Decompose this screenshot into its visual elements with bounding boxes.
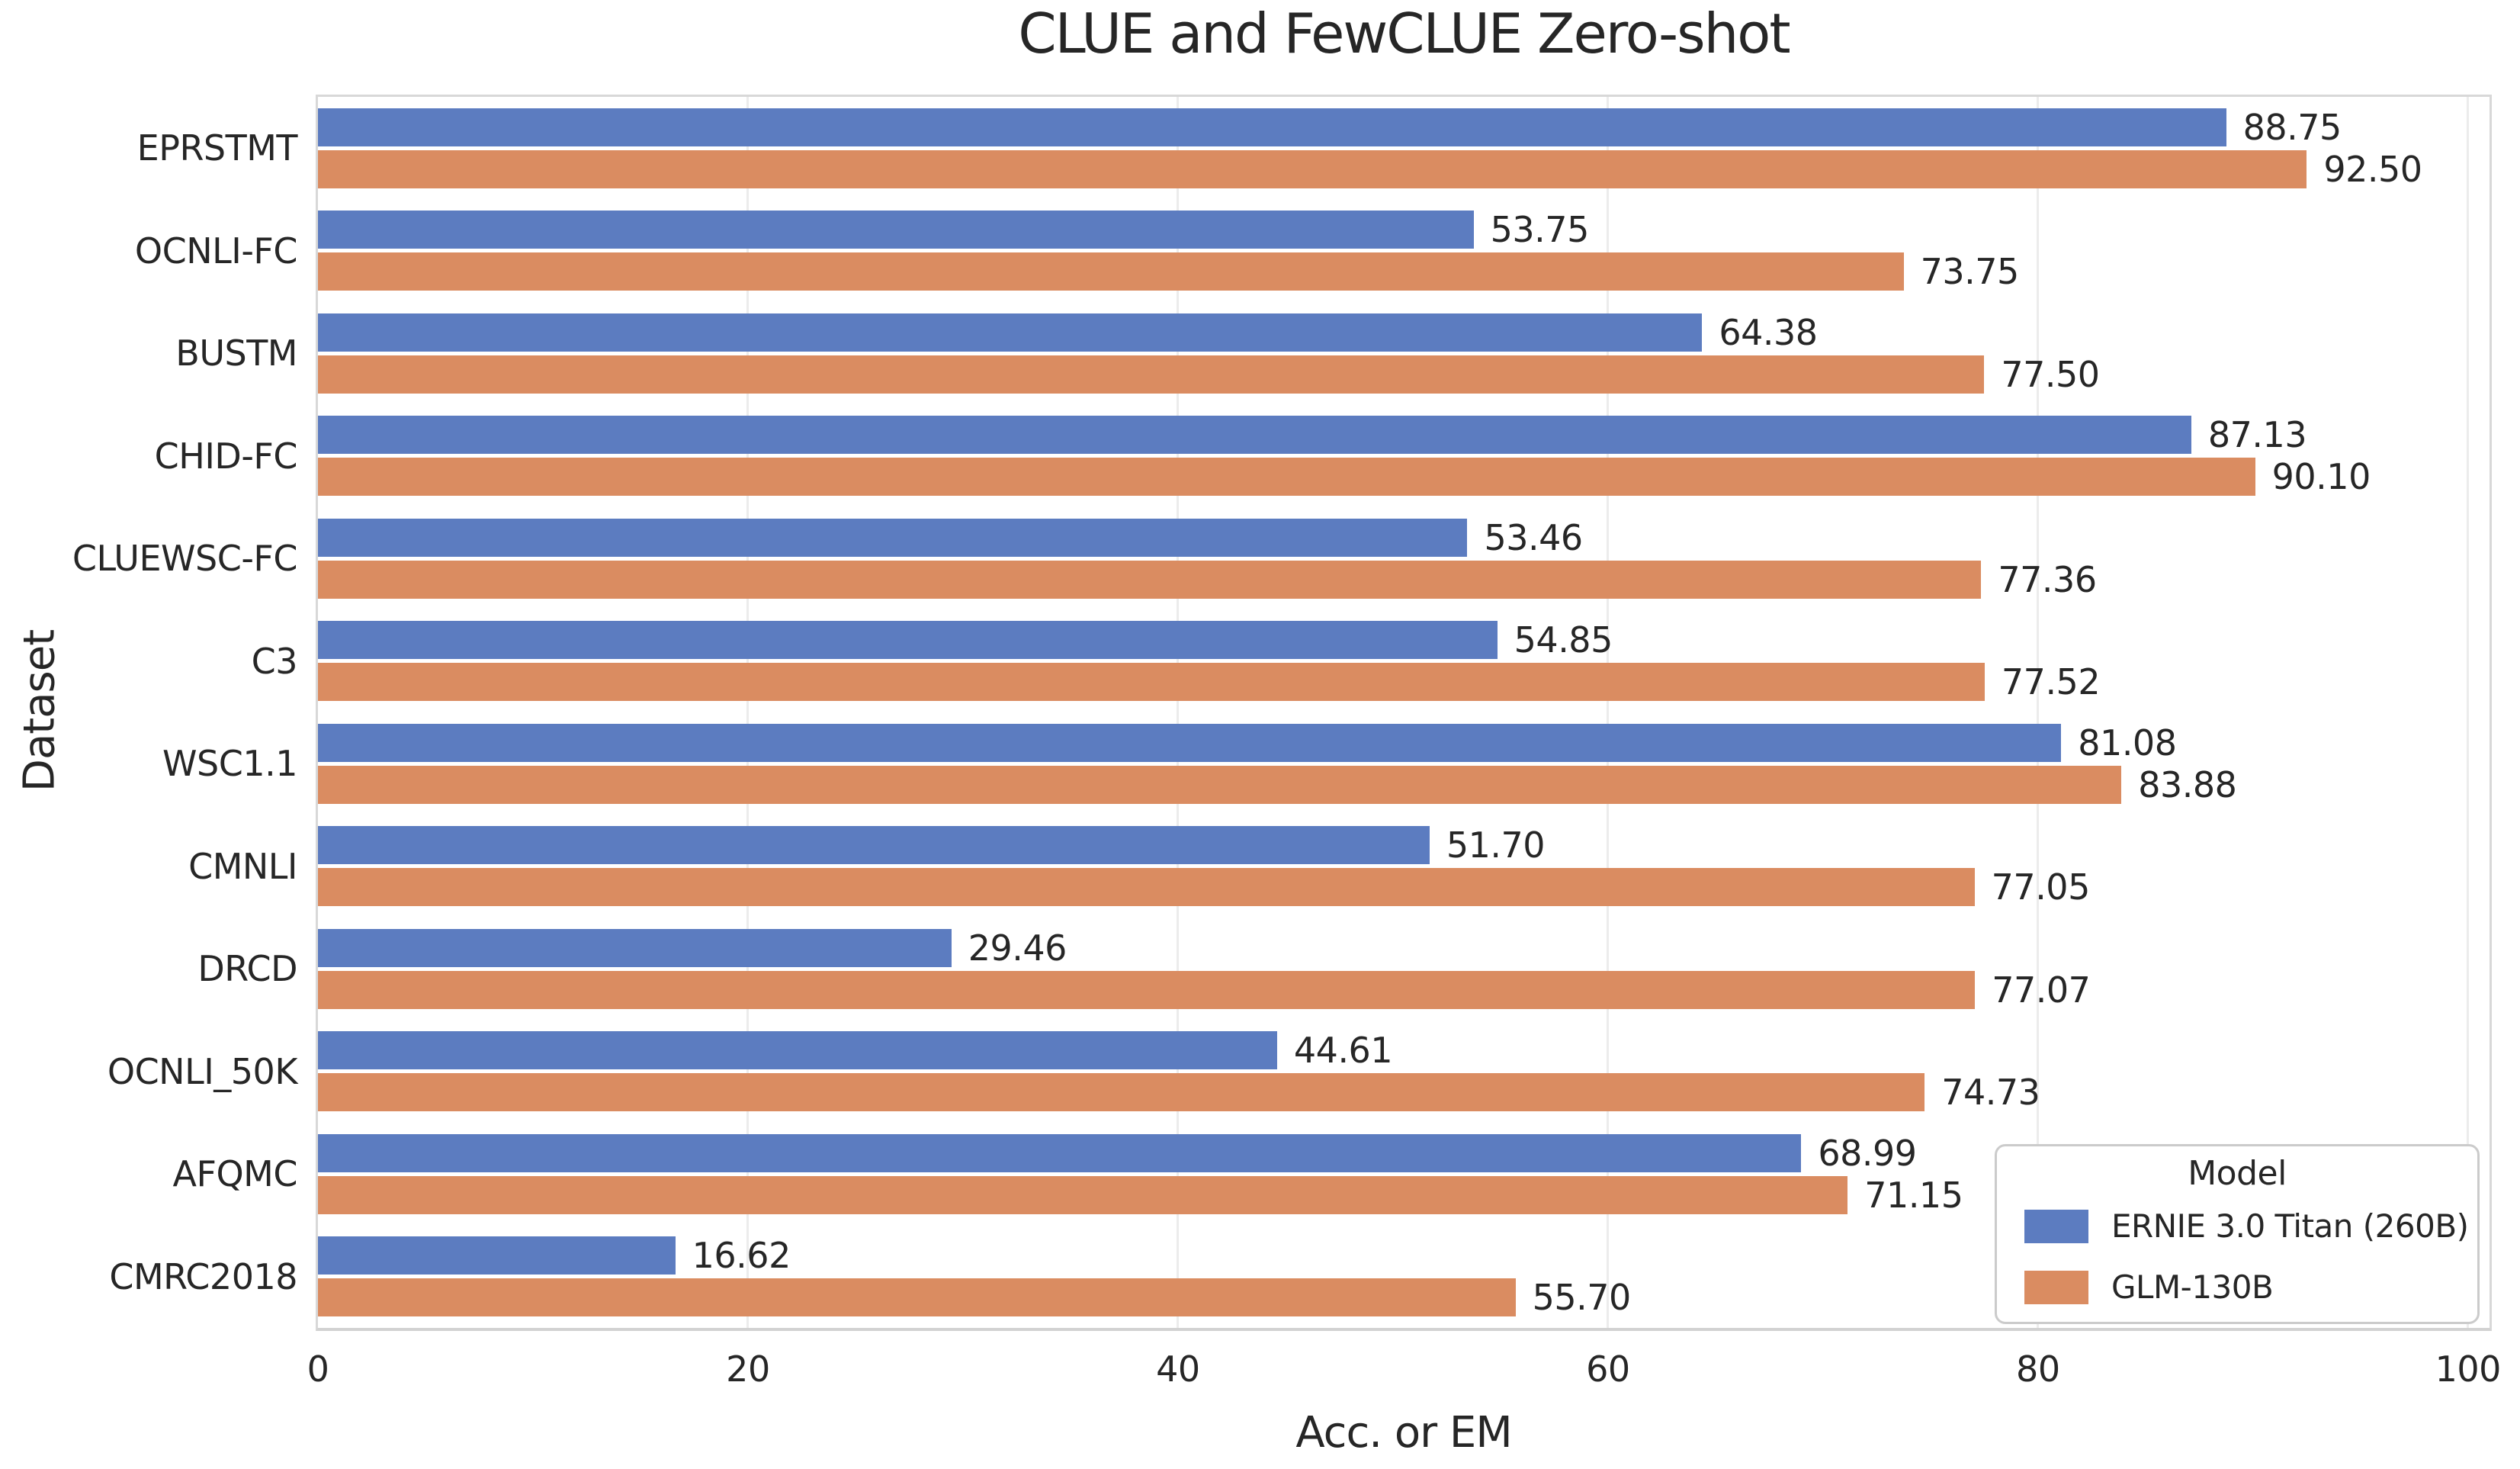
x-tick-label: 20: [726, 1348, 770, 1390]
bar: [318, 416, 2191, 455]
bar: [318, 868, 1975, 907]
legend-entry-label: GLM-130B: [2111, 1268, 2274, 1306]
x-tick-label: 0: [307, 1348, 329, 1390]
y-tick-label: CLUEWSC-FC: [72, 538, 298, 580]
legend-entry-label: ERNIE 3.0 Titan (260B): [2111, 1207, 2469, 1245]
bar: [318, 928, 952, 967]
bar-value-label: 77.50: [2001, 353, 2100, 395]
bar: [318, 313, 1703, 352]
y-tick-label: CHID-FC: [154, 435, 298, 477]
bar: [318, 1236, 676, 1275]
bar: [318, 723, 2062, 762]
bar-value-label: 53.46: [1484, 516, 1583, 558]
bar: [318, 149, 2307, 188]
y-tick-label: DRCD: [197, 948, 297, 990]
x-tick-label: 60: [1586, 1348, 1630, 1390]
bar: [318, 108, 2226, 146]
legend-swatch: [2024, 1209, 2088, 1243]
legend-entry: ERNIE 3.0 Titan (260B): [2024, 1207, 2469, 1245]
bar: [318, 1133, 1802, 1172]
bar: [318, 560, 1982, 599]
bar: [318, 518, 1468, 557]
y-tick-label: C3: [251, 640, 298, 682]
bar-value-label: 74.73: [1941, 1072, 2040, 1114]
bar-value-label: 77.05: [1991, 866, 2091, 908]
bar: [318, 1175, 1848, 1214]
bar: [318, 1073, 1925, 1112]
bar: [318, 211, 1474, 249]
bar: [318, 765, 2122, 804]
bar-value-label: 16.62: [692, 1235, 791, 1277]
gridline-x-60: [1607, 97, 1610, 1328]
bar-value-label: 54.85: [1514, 619, 1613, 661]
bar-value-label: 55.70: [1532, 1277, 1632, 1319]
y-tick-label: WSC1.1: [162, 743, 297, 785]
bar-value-label: 68.99: [1818, 1132, 1917, 1174]
x-tick-label: 100: [2435, 1348, 2502, 1390]
bar-value-label: 53.75: [1490, 209, 1590, 251]
y-tick-label: EPRSTMT: [136, 127, 298, 169]
y-tick-label: OCNLI-FC: [134, 230, 298, 272]
y-tick-label: AFQMC: [172, 1153, 298, 1195]
bar-value-label: 88.75: [2242, 106, 2342, 148]
gridline-x-20: [746, 97, 750, 1328]
bar-value-label: 44.61: [1293, 1030, 1393, 1072]
bar-value-label: 90.10: [2271, 456, 2371, 498]
bar: [318, 355, 1985, 394]
gridline-x-80: [2037, 97, 2040, 1328]
y-tick-label: OCNLI_50K: [107, 1050, 298, 1092]
bar-value-label: 77.52: [2001, 661, 2101, 703]
legend-entry: GLM-130B: [2024, 1268, 2274, 1306]
bar-value-label: 73.75: [1920, 251, 2020, 293]
chart-title: CLUE and FewCLUE Zero-shot: [1018, 2, 1790, 66]
bar: [318, 1278, 1516, 1317]
bar-value-label: 71.15: [1864, 1174, 1963, 1216]
gridline-x-100: [2467, 97, 2470, 1328]
bar-value-label: 92.50: [2323, 148, 2422, 190]
bar: [318, 621, 1498, 660]
bar-value-label: 87.13: [2207, 414, 2307, 456]
x-tick-label: 40: [1156, 1348, 1200, 1390]
bar-value-label: 51.70: [1446, 825, 1546, 866]
bar-value-label: 81.08: [2078, 722, 2177, 763]
bar: [318, 970, 1976, 1009]
legend: Model ERNIE 3.0 Titan (260B) GLM-130B: [1995, 1144, 2480, 1324]
bar-value-label: 83.88: [2138, 763, 2237, 805]
legend-swatch: [2024, 1270, 2088, 1304]
bar: [318, 1031, 1277, 1070]
plot-area: [316, 95, 2492, 1331]
y-tick-label: CMNLI: [188, 845, 297, 887]
y-tick-label: BUSTM: [175, 333, 297, 374]
bar: [318, 663, 1985, 702]
legend-title: Model: [2188, 1154, 2287, 1193]
bar-value-label: 77.36: [1998, 558, 2097, 600]
bar-value-label: 77.07: [1992, 969, 2091, 1011]
bar-value-label: 29.46: [968, 927, 1067, 969]
y-tick-label: CMRC2018: [109, 1255, 297, 1297]
bar-value-label: 64.38: [1719, 311, 1818, 353]
x-axis-label: Acc. or EM: [1295, 1408, 1512, 1458]
x-tick-label: 80: [2016, 1348, 2060, 1390]
bar: [318, 826, 1430, 865]
bar: [318, 458, 2255, 497]
bar: [318, 252, 1904, 291]
gridline-x-40: [1177, 97, 1180, 1328]
